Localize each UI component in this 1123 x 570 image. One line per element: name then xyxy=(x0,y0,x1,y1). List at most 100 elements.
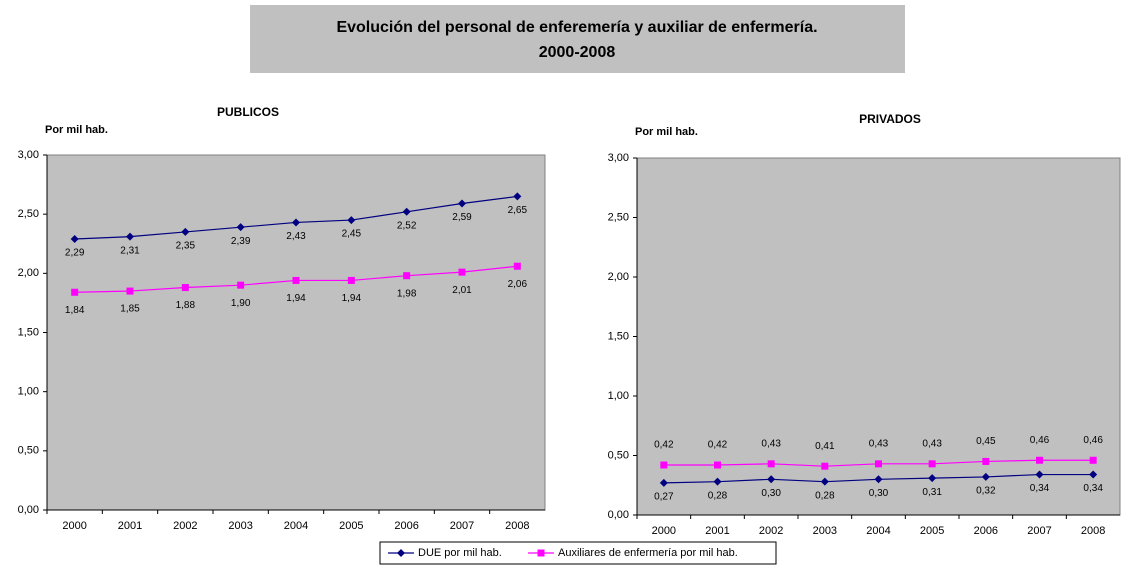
data-label: 0,28 xyxy=(708,490,728,501)
x-tick-label: 2001 xyxy=(118,520,142,532)
data-point xyxy=(1089,456,1097,464)
data-point xyxy=(458,199,466,208)
data-label: 2,65 xyxy=(508,205,528,216)
data-label: 2,35 xyxy=(176,241,196,252)
legend-marker xyxy=(537,549,545,557)
data-label: 0,43 xyxy=(922,438,942,449)
data-point xyxy=(126,287,134,295)
data-label: 0,32 xyxy=(976,486,996,497)
data-label: 1,88 xyxy=(176,300,196,311)
y-tick-label: 1,50 xyxy=(18,326,39,338)
x-tick-label: 2004 xyxy=(866,525,890,537)
legend-marker xyxy=(397,549,405,557)
data-point xyxy=(874,475,883,484)
x-tick-label: 2003 xyxy=(813,525,837,537)
data-label: 0,43 xyxy=(761,438,781,449)
y-tick-label: 2,50 xyxy=(608,211,629,223)
data-point xyxy=(1089,470,1098,479)
y-tick-label: 0,00 xyxy=(18,504,39,516)
y-tick-label: 1,00 xyxy=(608,390,629,402)
data-label: 2,45 xyxy=(342,229,362,240)
data-point xyxy=(659,478,668,487)
x-tick-label: 2007 xyxy=(450,520,474,532)
plot-area xyxy=(636,157,1121,516)
data-point xyxy=(181,284,189,292)
data-label: 0,42 xyxy=(708,440,728,451)
data-label: 0,27 xyxy=(654,492,674,503)
data-point xyxy=(347,216,356,225)
data-point xyxy=(458,268,466,276)
chart-title: PRIVADOS xyxy=(859,112,921,126)
y-tick-label: 0,00 xyxy=(608,509,629,521)
x-tick-label: 2002 xyxy=(173,520,197,532)
title-box xyxy=(250,5,905,73)
data-point xyxy=(237,281,245,289)
data-point xyxy=(1036,456,1043,464)
data-label: 2,39 xyxy=(231,236,251,247)
data-label: 2,43 xyxy=(286,231,306,242)
data-point xyxy=(236,223,245,232)
x-tick-label: 2008 xyxy=(1081,525,1105,537)
data-label: 1,94 xyxy=(286,293,306,304)
data-label: 0,31 xyxy=(922,487,942,498)
y-tick-label: 2,00 xyxy=(608,271,629,283)
data-label: 1,90 xyxy=(231,298,251,309)
x-tick-label: 2003 xyxy=(228,520,252,532)
data-point xyxy=(928,474,937,483)
x-tick-label: 2006 xyxy=(974,525,998,537)
x-tick-label: 2005 xyxy=(920,525,944,537)
y-tick-label: 3,00 xyxy=(608,152,629,164)
y-tick-label: 1,00 xyxy=(18,386,39,398)
data-label: 2,59 xyxy=(452,212,472,223)
data-point xyxy=(821,462,829,470)
title-line: Evolución del personal de enferemería y … xyxy=(336,19,817,36)
data-point xyxy=(1035,470,1044,479)
data-point xyxy=(513,192,522,201)
data-label: 0,30 xyxy=(869,488,889,499)
data-point xyxy=(71,288,79,296)
data-label: 0,43 xyxy=(869,438,889,449)
data-point xyxy=(70,235,79,244)
data-label: 0,45 xyxy=(976,436,996,447)
data-point xyxy=(181,227,190,236)
data-label: 1,98 xyxy=(397,288,417,299)
title-line: 2000-2008 xyxy=(539,44,616,61)
x-tick-label: 2000 xyxy=(62,520,86,532)
x-tick-label: 2004 xyxy=(284,520,308,532)
data-point xyxy=(402,207,411,216)
x-tick-label: 2006 xyxy=(394,520,418,532)
data-label: 0,46 xyxy=(1030,435,1050,446)
data-point xyxy=(513,262,521,270)
y-tick-label: 3,00 xyxy=(18,149,39,161)
data-point xyxy=(347,276,355,284)
data-label: 1,94 xyxy=(342,293,362,304)
data-label: 0,28 xyxy=(815,490,835,501)
y-tick-label: 2,00 xyxy=(18,267,39,279)
data-point xyxy=(660,461,668,469)
data-point xyxy=(714,461,721,469)
legend-label: Auxiliares de enfermería por mil hab. xyxy=(558,547,738,559)
data-point xyxy=(928,460,936,468)
y-tick-label: 0,50 xyxy=(18,445,39,457)
data-label: 0,34 xyxy=(1083,483,1103,494)
data-label: 1,84 xyxy=(65,305,85,316)
data-label: 2,29 xyxy=(65,248,85,259)
data-point xyxy=(981,472,990,481)
data-label: 0,41 xyxy=(815,441,835,452)
data-point xyxy=(403,272,411,280)
data-label: 0,42 xyxy=(654,440,674,451)
data-label: 2,06 xyxy=(508,279,528,290)
data-point xyxy=(982,457,990,465)
y-tick-label: 0,50 xyxy=(608,449,629,461)
plot-area xyxy=(46,154,546,511)
data-point xyxy=(126,232,134,241)
legend xyxy=(379,541,777,565)
y-tick-label: 2,50 xyxy=(18,208,39,220)
data-label: 2,31 xyxy=(120,245,140,256)
data-point xyxy=(713,477,722,486)
x-tick-label: 2008 xyxy=(505,520,529,532)
data-point xyxy=(875,460,882,468)
chart-title: PUBLICOS xyxy=(217,105,279,119)
data-label: 2,01 xyxy=(452,285,472,296)
